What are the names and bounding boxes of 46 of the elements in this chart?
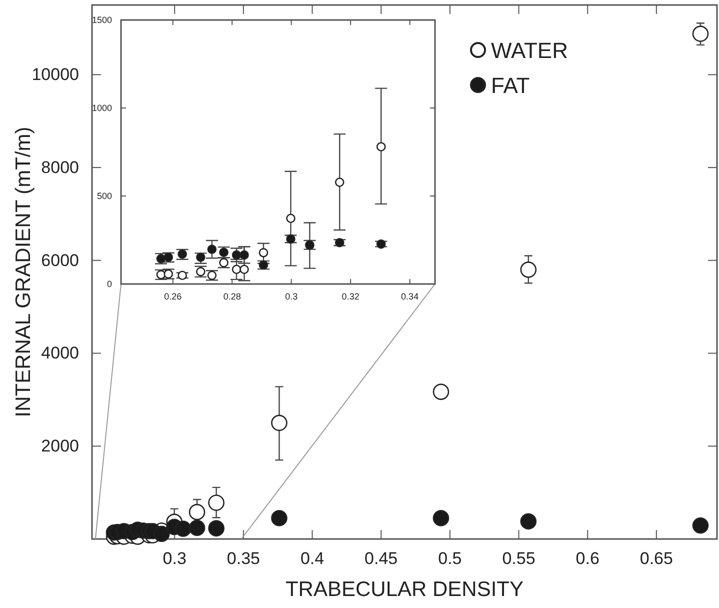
point [520,513,537,530]
y-tick-label: 0 [106,278,112,289]
x-tick-label: 0.32 [342,291,360,302]
y-tick-label: 10000 [32,65,79,84]
point [232,264,242,274]
legend-label: FAT [491,73,530,98]
x-axis-title: TRABECULAR DENSITY [285,578,524,601]
x-tick-label: 0.5 [438,549,462,568]
y-axis-title: INTERNAL GRADIENT (mT/m) [12,126,35,418]
point [154,526,170,542]
point [258,248,268,258]
point [520,262,537,278]
point [432,384,450,400]
y-tick-label: 2000 [41,436,79,456]
x-tick-label: 0.28 [223,291,241,302]
point [188,520,206,536]
point [692,517,709,534]
x-tick-label: 0.34 [401,291,419,302]
point [334,178,344,187]
y-tick-label: 500 [96,190,112,201]
y-tick-label: 6000 [41,250,79,270]
point [271,510,288,526]
y-tick-label: 1000 [92,102,112,113]
point [188,504,206,520]
legend-label: WATER [491,38,568,63]
x-tick-label: 0.65 [640,549,673,568]
x-tick-label: 0.26 [164,291,182,302]
point [208,520,224,536]
x-tick-label: 0.3 [162,549,186,568]
y-tick-label: 8000 [41,158,79,177]
x-tick-label: 0.45 [364,549,398,568]
point [432,510,450,526]
point [692,26,709,42]
point [240,264,249,274]
point [174,520,192,537]
point [286,214,296,223]
x-tick-label: 0.6 [576,549,600,568]
point [376,142,386,152]
x-tick-label: 0.4 [300,549,324,568]
x-tick-label: 0.35 [226,549,260,568]
y-tick-label: 1500 [92,14,112,25]
x-tick-label: 0.55 [502,549,536,568]
point [208,494,224,511]
x-tick-label: 0.3 [285,291,298,302]
point [271,414,288,432]
y-tick-label: 4000 [41,344,79,363]
